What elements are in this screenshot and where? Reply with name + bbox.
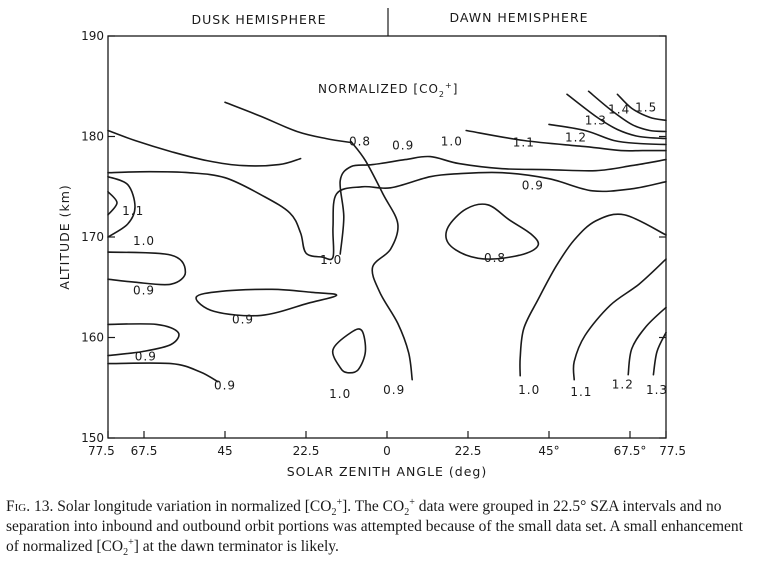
contour-label: 1.3 (646, 383, 668, 397)
caption-text-4: ] at the dawn terminator is likely. (133, 538, 339, 555)
dawn-hemisphere-title: DAWN HEMISPHERE (449, 10, 588, 25)
contour-label: 0.9 (392, 139, 414, 153)
contour-label: 0.9 (135, 350, 157, 364)
contour-label: 0.9 (522, 179, 544, 193)
caption-sub-3: 2 (123, 547, 129, 559)
y-tick-label: 190 (81, 29, 104, 43)
x-tick-label: 77.5 (88, 444, 115, 458)
contour-label: 0.9 (214, 379, 236, 393)
dusk-hemisphere-title: DUSK HEMISPHERE (191, 12, 326, 27)
contour-label: 0.9 (133, 283, 155, 297)
contour-line-0-9 (195, 288, 338, 317)
x-tick-label: 22.5 (455, 444, 482, 458)
x-tick-label: 22.5 (293, 444, 320, 458)
x-tick-label: 0 (383, 444, 391, 458)
plot-title-superscript: + (445, 81, 453, 90)
contour-line-1-5 (616, 93, 667, 122)
contour-line-1-0 (331, 328, 367, 374)
contour-line-0-9 (107, 323, 180, 357)
axis-ticks: 77.5 67.5 45 22.5 0 22.5 45° 67.5° 77.5150160170… (81, 29, 686, 458)
contour-label: 1.0 (329, 387, 351, 401)
contour-line-1-0 (339, 155, 667, 255)
plot-frame (107, 35, 667, 439)
contour-line-1-1 (107, 191, 118, 216)
contour-label: 1.1 (570, 385, 592, 399)
caption-text-2: ]. The CO (342, 498, 405, 515)
y-tick-label: 150 (81, 431, 104, 445)
y-axis-label: ALTITUDE (km) (57, 184, 72, 290)
contour-label: 0.8 (484, 251, 506, 265)
x-tick-label: 67.5 (131, 444, 158, 458)
caption-sub-1: 2 (331, 507, 337, 519)
caption-sup-3: + (128, 536, 134, 548)
contour-label: 1.0 (441, 135, 463, 149)
contour-label: 1.2 (612, 378, 634, 392)
plot-title: NORMALIZED [CO2+] (318, 81, 458, 99)
x-axis-label: SOLAR ZENITH ANGLE (deg) (287, 464, 487, 479)
y-tick-label: 170 (81, 230, 104, 244)
contour-line-1-3 (566, 93, 667, 140)
contour-label: 1.1 (122, 204, 144, 218)
contour-line-1-1 (572, 258, 667, 381)
caption-sup-1: + (336, 496, 343, 508)
contour-line-1-2 (548, 123, 667, 146)
plot-title-end: ] (453, 82, 459, 96)
x-tick-label: 45 (217, 444, 232, 458)
contour-label: 0.9 (232, 312, 254, 326)
contour-line-0-9 (107, 362, 219, 383)
contour-label: 1.4 (608, 102, 630, 116)
contour-line-1-0 (519, 213, 667, 377)
contour-lines (107, 90, 667, 383)
contour-label: 1.0 (320, 253, 342, 267)
contour-line-1-4 (587, 90, 667, 133)
contour-line-1-3 (652, 331, 667, 376)
x-tick-label: 45° (538, 444, 559, 458)
caption-sub-2: 2 (404, 507, 410, 519)
figure-caption: Fig. 13. Solar longitude variation in no… (6, 497, 756, 557)
contour-line-0-9 (350, 140, 413, 381)
y-tick-label: 180 (81, 130, 104, 144)
caption-text-3: data were grouped in 22.5° SZA intervals… (6, 498, 743, 555)
caption-sup-2: + (409, 496, 415, 508)
contour-line-1-0 (107, 175, 136, 238)
contour-label: 1.2 (565, 131, 587, 145)
contour-line-1-2 (627, 306, 667, 376)
contour-line-0-8 (445, 203, 540, 260)
contour-label: 0.8 (349, 135, 371, 149)
contour-label: 1.1 (513, 136, 535, 150)
x-tick-label: 77.5 (659, 444, 686, 458)
x-tick-label: 67.5° (614, 444, 647, 458)
contour-label: 1.0 (133, 234, 155, 248)
caption-text-1: Solar longitude variation in normalized … (53, 498, 332, 515)
contour-line-0-9 (107, 251, 187, 286)
y-tick-label: 160 (81, 331, 104, 345)
contour-line-1-1 (465, 129, 667, 152)
contour-label: 1.0 (518, 383, 540, 397)
contour-label: 1.5 (635, 100, 657, 114)
contour-line-0-9 (107, 170, 667, 261)
plot-title-subscript: 2 (439, 90, 445, 99)
plot-title-text: NORMALIZED [CO (318, 82, 439, 96)
caption-figure-number: Fig. 13. (6, 498, 54, 515)
contour-line-0-8 (224, 101, 352, 144)
contour-label: 0.9 (383, 383, 405, 397)
contour-label: 1.3 (585, 113, 607, 127)
contour-line-0-8 (107, 129, 302, 167)
contour-labels: 0.8 0.9 1.0 1.1 1.21.31.4 1.50.91.11.01.0 0.80… (122, 100, 668, 401)
